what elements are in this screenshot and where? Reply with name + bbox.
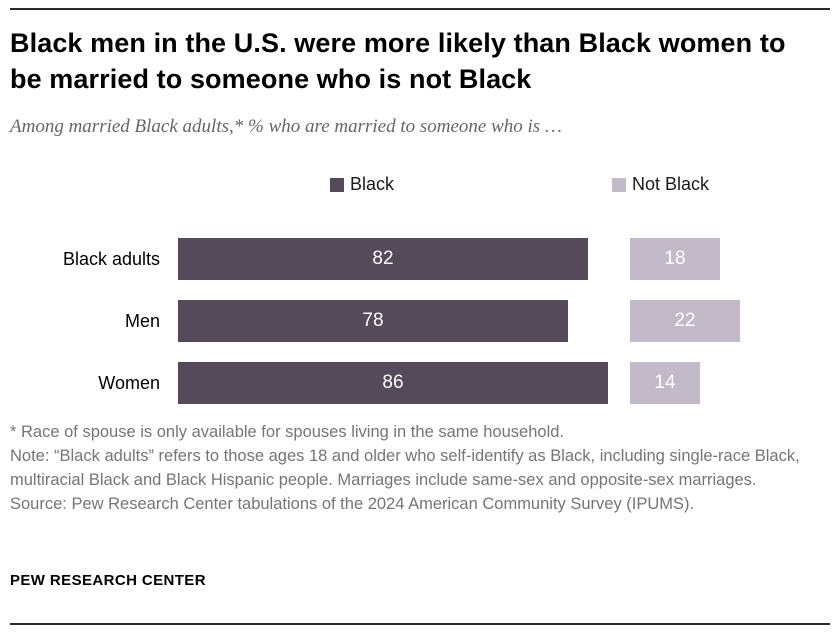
bar-row: Women 86 14 bbox=[10, 362, 820, 404]
notes-block: * Race of spouse is only available for s… bbox=[10, 420, 822, 516]
bar-black: 82 bbox=[178, 238, 588, 280]
footnote-note: Note: “Black adults” refers to those age… bbox=[10, 447, 800, 489]
bar-area: 78 22 bbox=[178, 300, 820, 342]
footnote-source: Source: Pew Research Center tabulations … bbox=[10, 495, 695, 513]
category-label: Men bbox=[124, 310, 160, 331]
chart-subtitle: Among married Black adults,* % who are m… bbox=[10, 116, 562, 137]
legend-item-black: Black bbox=[330, 174, 394, 195]
bar-chart: Black adults 82 18 Men 78 22 Women 86 14 bbox=[10, 238, 820, 424]
bar-not-black: 22 bbox=[630, 300, 740, 342]
legend-swatch-black bbox=[330, 177, 344, 192]
bar-not-black: 14 bbox=[630, 362, 700, 404]
legend: Black Not Black bbox=[0, 174, 840, 200]
legend-item-not-black: Not Black bbox=[612, 174, 709, 195]
chart-title: Black men in the U.S. were more likely t… bbox=[10, 28, 786, 94]
bottom-rule bbox=[10, 623, 830, 625]
bar-area: 82 18 bbox=[178, 238, 820, 280]
brand-footer: PEW RESEARCH CENTER bbox=[10, 572, 206, 589]
bar-area: 86 14 bbox=[178, 362, 820, 404]
top-rule bbox=[10, 8, 830, 10]
legend-label-not-black: Not Black bbox=[632, 174, 710, 194]
bar-row: Black adults 82 18 bbox=[10, 238, 820, 280]
legend-swatch-not-black bbox=[612, 177, 626, 192]
bar-not-black: 18 bbox=[630, 238, 720, 280]
bar-row: Men 78 22 bbox=[10, 300, 820, 342]
bar-black: 86 bbox=[178, 362, 608, 404]
footnote-asterisk: * Race of spouse is only available for s… bbox=[10, 423, 564, 441]
bar-black: 78 bbox=[178, 300, 568, 342]
category-label: Women bbox=[98, 372, 160, 393]
legend-label-black: Black bbox=[350, 174, 395, 194]
category-label: Black adults bbox=[62, 248, 160, 269]
